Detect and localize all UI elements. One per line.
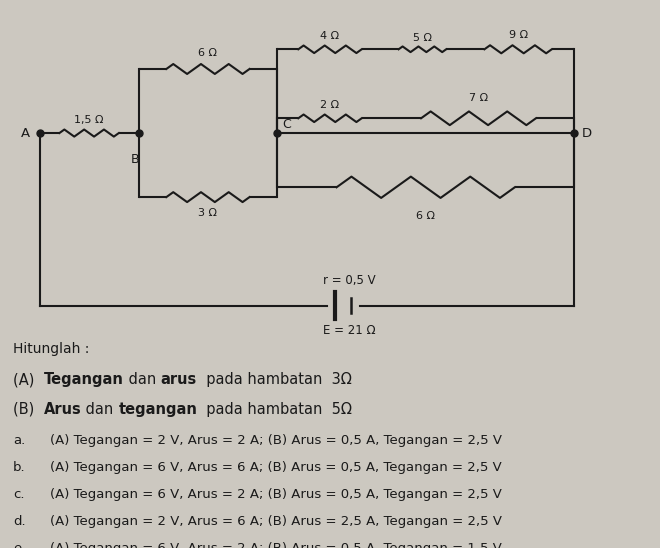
Text: pada hambatan  5Ω: pada hambatan 5Ω (197, 402, 352, 416)
Text: tegangan: tegangan (118, 402, 197, 416)
Text: 6 Ω: 6 Ω (199, 48, 217, 58)
Text: 9 Ω: 9 Ω (509, 31, 527, 41)
Text: D: D (582, 127, 592, 140)
Text: B: B (131, 153, 140, 165)
Text: 7 Ω: 7 Ω (469, 93, 488, 103)
Text: dan: dan (123, 372, 160, 387)
Text: pada hambatan  3Ω: pada hambatan 3Ω (197, 372, 352, 387)
Text: E = 21 Ω: E = 21 Ω (323, 324, 376, 337)
Text: Arus: Arus (44, 402, 81, 416)
Text: e.: e. (13, 542, 26, 548)
Text: (A) Tegangan = 2 V, Arus = 6 A; (B) Arus = 2,5 A, Tegangan = 2,5 V: (A) Tegangan = 2 V, Arus = 6 A; (B) Arus… (50, 515, 502, 528)
Text: A: A (20, 127, 30, 140)
Text: 1,5 Ω: 1,5 Ω (75, 115, 104, 125)
Text: 6 Ω: 6 Ω (416, 210, 435, 221)
Text: 4 Ω: 4 Ω (321, 31, 339, 41)
Text: dan: dan (81, 402, 118, 416)
Text: Hitunglah :: Hitunglah : (13, 342, 90, 357)
Text: 3 Ω: 3 Ω (199, 208, 217, 218)
Text: b.: b. (13, 461, 26, 474)
Text: (A) Tegangan = 6 V, Arus = 2 A; (B) Arus = 0,5 A, Tegangan = 2,5 V: (A) Tegangan = 6 V, Arus = 2 A; (B) Arus… (50, 488, 502, 501)
Text: (A) Tegangan = 6 V, Arus = 2 A; (B) Arus = 0,5 A, Tegangan = 1,5 V: (A) Tegangan = 6 V, Arus = 2 A; (B) Arus… (50, 542, 502, 548)
Text: c.: c. (13, 488, 24, 501)
Text: d.: d. (13, 515, 26, 528)
Text: (A): (A) (13, 372, 44, 387)
Text: (B): (B) (13, 402, 44, 416)
Text: r = 0,5 V: r = 0,5 V (323, 274, 376, 287)
Text: arus: arus (160, 372, 197, 387)
Text: (A) Tegangan = 6 V, Arus = 6 A; (B) Arus = 0,5 A, Tegangan = 2,5 V: (A) Tegangan = 6 V, Arus = 6 A; (B) Arus… (50, 461, 501, 474)
Text: 2 Ω: 2 Ω (321, 100, 339, 110)
Text: 5 Ω: 5 Ω (413, 33, 432, 43)
Text: (A) Tegangan = 2 V, Arus = 2 A; (B) Arus = 0,5 A, Tegangan = 2,5 V: (A) Tegangan = 2 V, Arus = 2 A; (B) Arus… (50, 433, 502, 447)
Text: Tegangan: Tegangan (44, 372, 123, 387)
Text: a.: a. (13, 433, 26, 447)
Text: C: C (282, 118, 291, 130)
